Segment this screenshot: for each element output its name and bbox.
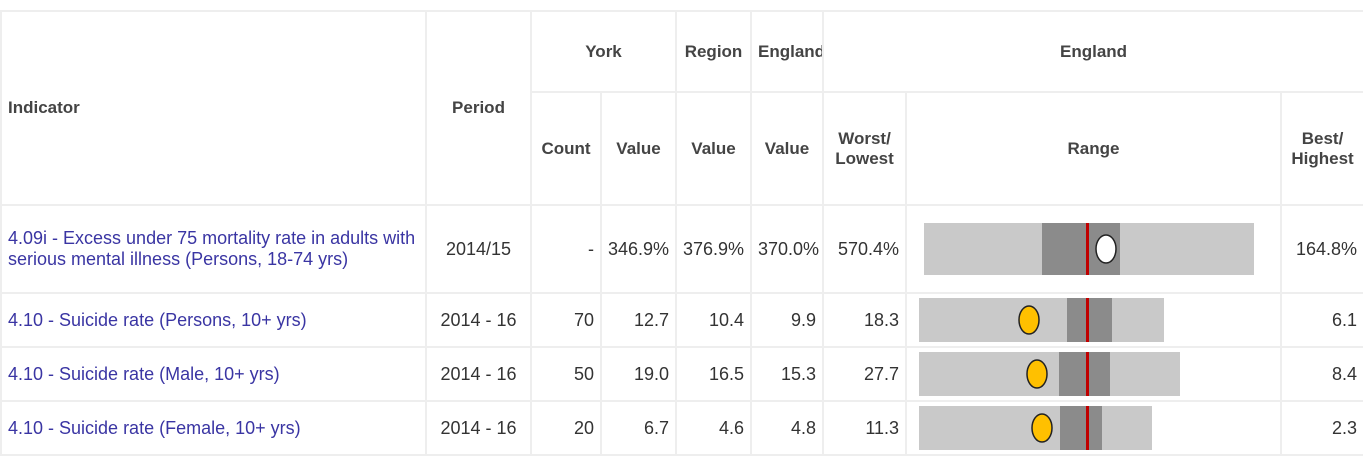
header-cell: Range [905, 91, 1283, 206]
england-line [1086, 352, 1090, 396]
local-marker [1095, 234, 1117, 264]
local-marker [1026, 359, 1048, 389]
value-cell: 10.4 [675, 292, 753, 348]
england-line [1086, 298, 1090, 342]
value-cell: 6.1 [1280, 292, 1363, 348]
header-cell: Region [675, 10, 753, 93]
data-row: 4.10 - Suicide rate (Male, 10+ yrs) 2014 … [0, 346, 1363, 402]
value-cell: 20 [530, 400, 602, 456]
spine-chart [919, 298, 1165, 342]
value-cell: 164.8% [1280, 204, 1363, 294]
header-cell: Worst/ Lowest [822, 91, 908, 206]
header-cell: Best/ Highest [1280, 91, 1363, 206]
value-cell: 570.4% [822, 204, 908, 294]
value-cell: 50 [530, 346, 602, 402]
range-cell [905, 204, 1283, 294]
quartile-bar [1067, 298, 1113, 342]
header-row: Indicator Period York Region England Eng… [0, 10, 1363, 206]
spine-chart [919, 352, 1181, 396]
header-cell: Value [675, 91, 753, 206]
spine-chart [924, 223, 1255, 275]
value-cell: 370.0% [750, 204, 825, 294]
data-row: 4.09i - Excess under 75 mortality rate i… [0, 204, 1363, 294]
value-cell: 15.3 [750, 346, 825, 402]
value-cell: 2.3 [1280, 400, 1363, 456]
header-cell: Indicator [0, 10, 427, 206]
value-cell: 19.0 [599, 346, 678, 402]
value-cell: 27.7 [822, 346, 908, 402]
indicator-cell: 4.09i - Excess under 75 mortality rate i… [0, 204, 427, 294]
value-cell: - [530, 204, 602, 294]
value-cell: 2014/15 [425, 204, 532, 294]
england-line [1086, 223, 1090, 275]
range-bar [919, 298, 1165, 342]
value-cell: 376.9% [675, 204, 753, 294]
value-cell: 2014 - 16 [425, 292, 532, 348]
value-cell: 4.8 [750, 400, 825, 456]
header-cell: York [529, 10, 678, 93]
value-cell: 70 [530, 292, 602, 348]
value-cell: 12.7 [599, 292, 678, 348]
header-cell: England [822, 10, 1363, 93]
header-cell: Value [599, 91, 678, 206]
value-cell: 2014 - 16 [425, 346, 532, 402]
value-cell: 16.5 [675, 346, 753, 402]
local-marker [1031, 413, 1053, 443]
indicator-cell: 4.10 - Suicide rate (Persons, 10+ yrs) [0, 292, 427, 348]
range-bar [919, 352, 1181, 396]
page: Indicator Period York Region England Eng… [0, 10, 1363, 467]
header-row: Count Value Value Value Worst/ Lowest Ra… [1, 91, 1363, 206]
data-row: 4.10 - Suicide rate (Persons, 10+ yrs) 20… [0, 292, 1363, 348]
header-cell: Value [750, 91, 825, 206]
data-row: 4.10 - Suicide rate (Female, 10+ yrs) 201… [0, 400, 1363, 456]
england-line [1086, 406, 1090, 450]
value-cell: 11.3 [822, 400, 908, 456]
value-cell: 6.7 [599, 400, 678, 456]
value-cell: 18.3 [822, 292, 908, 348]
indicator-table: Indicator Period York Region England Eng… [0, 10, 1363, 456]
header-cell: England [750, 10, 825, 93]
range-cell [905, 292, 1283, 348]
spine-chart [919, 406, 1153, 450]
value-cell: 346.9% [599, 204, 678, 294]
local-marker [1018, 305, 1040, 335]
quartile-bar [1060, 406, 1103, 450]
range-cell [905, 346, 1283, 402]
header-cell: Period [425, 10, 532, 206]
value-cell: 4.6 [675, 400, 753, 456]
value-cell: 9.9 [750, 292, 825, 348]
quartile-bar [1059, 352, 1111, 396]
header-cell: Count [530, 91, 602, 206]
range-cell [905, 400, 1283, 456]
indicator-cell: 4.10 - Suicide rate (Male, 10+ yrs) [0, 346, 427, 402]
value-cell: 2014 - 16 [425, 400, 532, 456]
indicator-cell: 4.10 - Suicide rate (Female, 10+ yrs) [0, 400, 427, 456]
value-cell: 8.4 [1280, 346, 1363, 402]
